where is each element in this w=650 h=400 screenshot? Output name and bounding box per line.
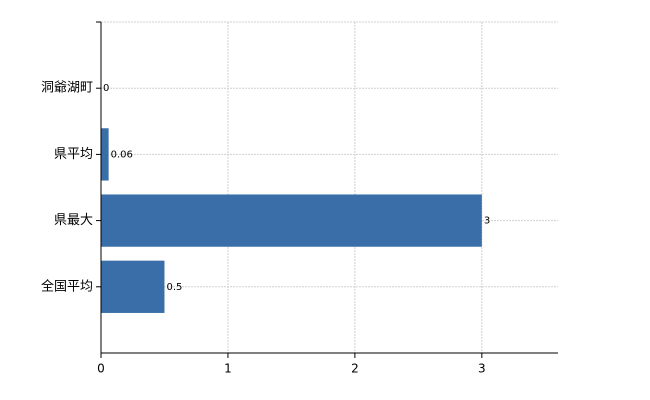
bar	[101, 128, 109, 181]
value-label: 3	[484, 216, 490, 227]
x-tick-label: 2	[351, 362, 359, 376]
x-tick-label: 3	[478, 362, 486, 376]
x-tick-label: 1	[224, 362, 232, 376]
y-tick-label: 洞爺湖町	[41, 81, 93, 96]
y-tick-label: 県平均	[54, 147, 93, 162]
y-tick-label: 全国平均	[41, 278, 93, 294]
value-label: 0	[103, 83, 109, 94]
value-label: 0.5	[166, 282, 182, 293]
x-tick-label: 0	[97, 362, 105, 376]
bar	[101, 194, 482, 247]
value-label: 0.06	[111, 149, 133, 160]
bar	[101, 260, 165, 313]
y-tick-label: 県最大	[54, 213, 93, 228]
